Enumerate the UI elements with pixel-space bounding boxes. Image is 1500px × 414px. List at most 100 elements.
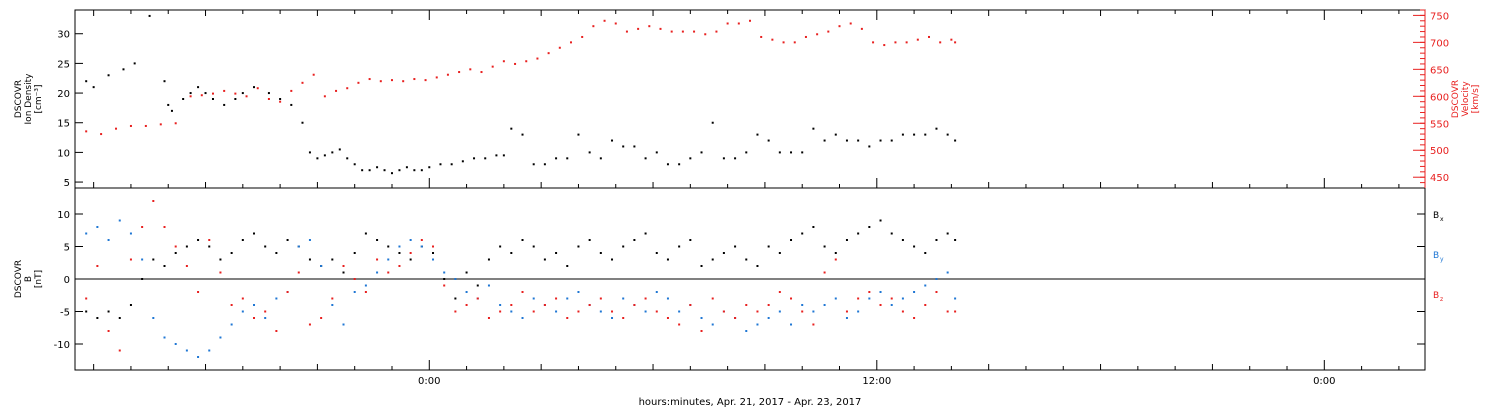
bottom-point-black — [96, 317, 99, 319]
bottom-point-red — [364, 291, 367, 293]
bottom-point-red — [935, 291, 938, 293]
top-panel-frame — [74, 9, 1426, 189]
top-point-black — [308, 151, 311, 154]
top-point-red — [637, 27, 640, 30]
y-label-left-bottom-line: DSCOVR — [14, 260, 24, 298]
top-point-black — [197, 86, 200, 89]
y-tick-label-right-top: 500 — [1430, 146, 1449, 157]
top-point-red — [905, 41, 908, 44]
top-point-black — [555, 157, 558, 160]
bottom-point-blue — [801, 304, 804, 306]
top-point-black — [946, 133, 949, 136]
bottom-point-red — [286, 291, 289, 293]
bottom-point-blue — [208, 349, 211, 352]
y-tick-label-bottom: -10 — [54, 340, 70, 351]
bottom-point-red — [588, 304, 591, 306]
top-point-red — [301, 81, 304, 84]
bottom-point-blue — [353, 291, 356, 293]
top-point-red — [625, 30, 628, 33]
bottom-point-red — [655, 310, 658, 313]
top-point-black — [655, 151, 658, 154]
top-point-black — [778, 151, 781, 154]
bottom-point-black — [141, 278, 144, 280]
top-point-black — [879, 139, 882, 142]
top-point-red — [402, 80, 405, 83]
bottom-point-black — [689, 239, 692, 241]
bottom-point-blue — [364, 284, 367, 287]
bottom-point-blue — [174, 343, 177, 345]
top-point-black — [935, 127, 938, 130]
bottom-point-black — [353, 252, 356, 254]
top-point-red — [469, 68, 472, 71]
top-point-red — [804, 35, 807, 38]
bottom-point-red — [107, 330, 110, 332]
y-tick-label-left-top: 30 — [57, 30, 70, 41]
bottom-point-black — [499, 245, 502, 248]
bottom-point-black — [432, 252, 435, 254]
top-point-red — [424, 79, 427, 82]
top-point-red — [435, 76, 438, 79]
y-tick-label-right-top: 600 — [1430, 92, 1449, 103]
bottom-point-black — [107, 310, 110, 313]
bottom-point-red — [577, 310, 580, 313]
y-label-left-top: DSCOVR Ion Density [cm⁻³] — [14, 73, 44, 125]
top-point-red — [290, 89, 293, 92]
top-point-black — [420, 169, 423, 172]
bottom-point-blue — [443, 271, 446, 274]
top-point-red — [115, 127, 118, 130]
bottom-point-black — [275, 252, 278, 254]
top-point-black — [223, 103, 226, 106]
bottom-point-blue — [387, 258, 390, 261]
bottom-point-red — [566, 317, 569, 319]
bottom-point-black — [611, 258, 614, 261]
bottom-point-red — [409, 252, 412, 254]
bottom-point-red — [599, 297, 602, 300]
bottom-point-blue — [946, 271, 949, 274]
y-tick-label-right-top: 700 — [1430, 38, 1449, 49]
bottom-point-blue — [275, 297, 278, 300]
top-point-black — [711, 121, 714, 124]
y-label-left-bottom-line: B — [24, 276, 34, 282]
bottom-point-black — [152, 258, 155, 261]
bottom-point-red — [857, 297, 860, 300]
top-point-black — [163, 80, 166, 83]
top-point-red — [491, 65, 494, 68]
bottom-point-blue — [644, 310, 647, 313]
bottom-point-black — [954, 239, 957, 241]
top-point-black — [383, 169, 386, 172]
bottom-point-black — [454, 297, 457, 300]
top-point-black — [801, 151, 804, 154]
top-point-black — [834, 133, 837, 136]
bottom-point-black — [633, 239, 636, 241]
bottom-point-red — [711, 297, 714, 300]
bottom-point-red — [253, 317, 256, 319]
top-point-black — [368, 169, 371, 172]
bottom-point-blue — [913, 291, 916, 293]
bottom-point-black — [487, 258, 490, 261]
top-point-black — [734, 157, 737, 160]
bottom-point-black — [801, 232, 804, 235]
top-point-black — [868, 145, 871, 148]
bottom-point-blue — [454, 278, 457, 280]
bottom-point-blue — [409, 239, 412, 241]
bottom-point-red — [376, 258, 379, 261]
top-point-black — [189, 92, 192, 95]
bottom-point-red — [163, 226, 166, 228]
top-point-red — [670, 30, 673, 33]
bottom-point-blue — [756, 323, 759, 326]
bottom-point-black — [845, 239, 848, 241]
bottom-point-red — [152, 200, 155, 202]
top-point-black — [689, 157, 692, 160]
bottom-point-black — [577, 245, 580, 248]
bottom-point-blue — [308, 239, 311, 241]
bottom-point-blue — [745, 330, 748, 332]
bottom-point-blue — [868, 297, 871, 300]
top-point-black — [346, 157, 349, 160]
bottom-point-red — [353, 278, 356, 280]
bottom-point-red — [555, 297, 558, 300]
top-point-red — [100, 133, 103, 136]
bottom-point-black — [767, 245, 770, 248]
top-point-red — [793, 41, 796, 44]
bottom-point-red — [879, 304, 882, 306]
top-point-black — [450, 163, 453, 166]
